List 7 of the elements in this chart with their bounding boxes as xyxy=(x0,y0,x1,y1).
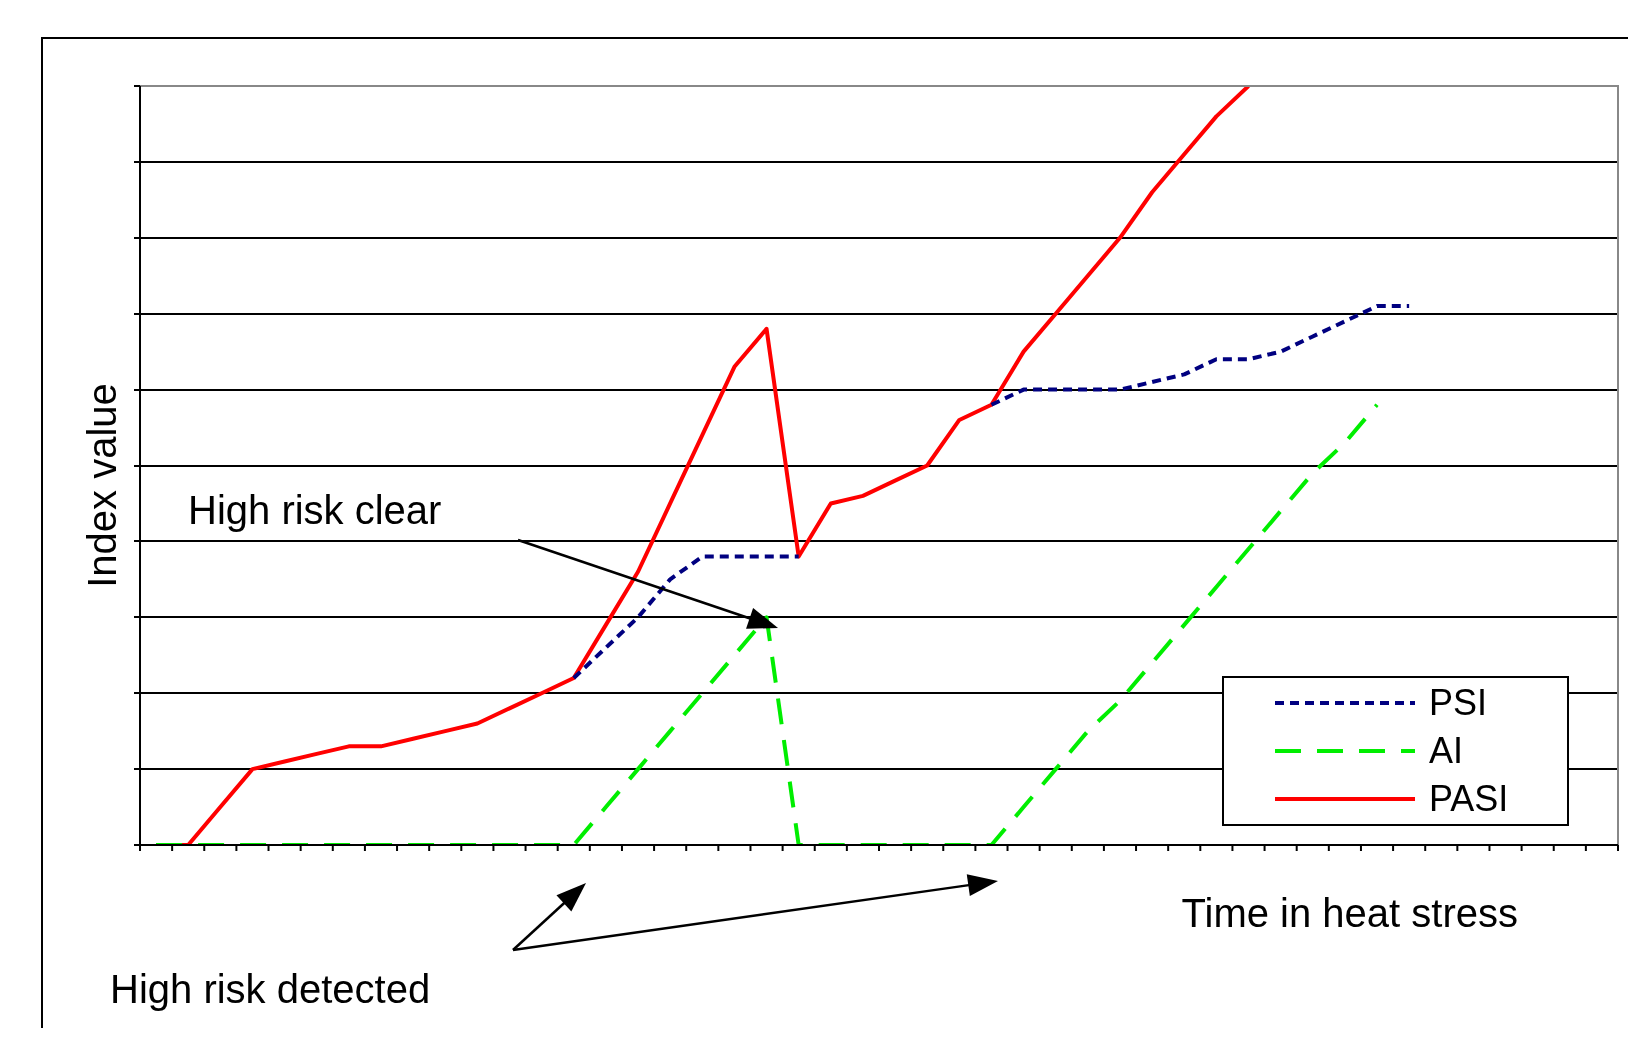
legend-label: PSI xyxy=(1429,681,1488,723)
annotation: High risk clear xyxy=(188,488,442,532)
legend-label: PASI xyxy=(1429,777,1509,819)
legend-label: AI xyxy=(1429,729,1464,771)
y-axis-title: Index value xyxy=(80,383,124,588)
x-axis-title: Time in heat stress xyxy=(1181,891,1518,935)
text: High risk detected xyxy=(110,967,431,1011)
